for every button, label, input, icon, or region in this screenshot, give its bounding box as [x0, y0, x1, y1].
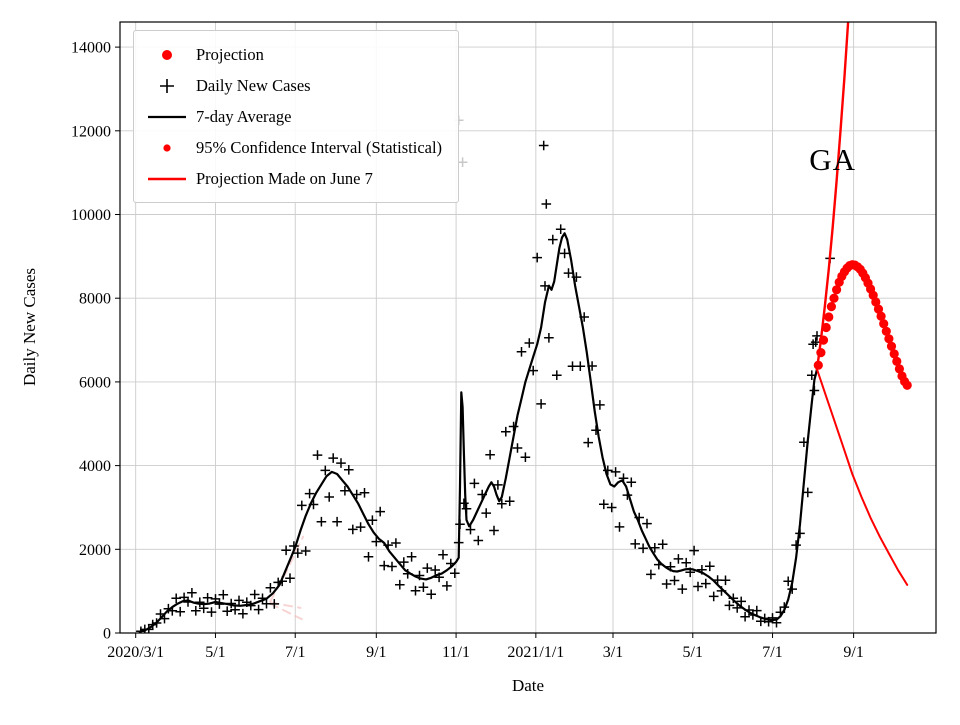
y-axis-label: Daily New Cases	[20, 267, 39, 387]
svg-text:5/1: 5/1	[205, 644, 225, 661]
line-black-legend-marker-icon	[144, 107, 190, 127]
svg-text:9/1: 9/1	[843, 644, 863, 661]
legend-item: 7-day Average	[144, 101, 442, 132]
svg-text:2021/1/1: 2021/1/1	[507, 644, 564, 661]
svg-text:7/1: 7/1	[762, 644, 782, 661]
legend-item: Projection Made on June 7	[144, 163, 442, 194]
chart-legend: Projection Daily New Cases 7-day Average 95…	[133, 30, 460, 203]
svg-text:9/1: 9/1	[366, 644, 386, 661]
dot-red-small-legend-marker-icon	[144, 138, 190, 158]
legend-item-label: 7-day Average	[196, 106, 292, 126]
svg-text:8000: 8000	[79, 291, 111, 308]
legend-item: 95% Confidence Interval (Statistical)	[144, 132, 442, 163]
svg-text:14000: 14000	[71, 40, 111, 57]
svg-text:4000: 4000	[79, 458, 111, 475]
svg-text:11/1: 11/1	[442, 644, 470, 661]
legend-item-label: 95% Confidence Interval (Statistical)	[196, 137, 443, 157]
svg-text:3/1: 3/1	[603, 644, 623, 661]
svg-text:0: 0	[103, 626, 111, 643]
legend-item: Daily New Cases	[144, 70, 442, 101]
dot-red-legend-marker-icon	[144, 45, 190, 65]
legend-item-label: Projection Made on June 7	[196, 168, 373, 188]
svg-text:12000: 12000	[71, 123, 111, 140]
plus-black-legend-marker-icon	[144, 76, 190, 96]
x-axis-label: Date	[511, 676, 545, 695]
svg-text:10000: 10000	[71, 207, 111, 224]
line-red-legend-marker-icon	[144, 169, 190, 189]
legend-item-label: Projection	[196, 44, 264, 64]
svg-text:5/1: 5/1	[683, 644, 703, 661]
state-annotation: GA	[809, 142, 857, 178]
legend-item-label: Daily New Cases	[196, 75, 311, 95]
svg-text:7/1: 7/1	[285, 644, 305, 661]
svg-text:2000: 2000	[79, 542, 111, 559]
svg-text:6000: 6000	[79, 374, 111, 391]
svg-text:2020/3/1: 2020/3/1	[107, 644, 164, 661]
legend-item: Projection	[144, 39, 442, 70]
